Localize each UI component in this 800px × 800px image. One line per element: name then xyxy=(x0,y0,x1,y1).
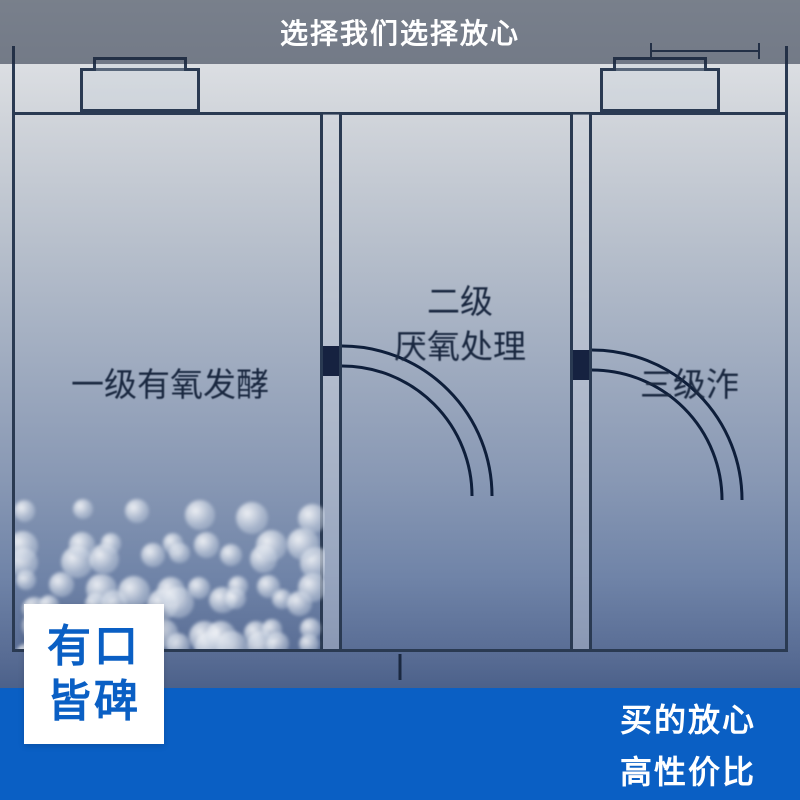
diagram-container: 选择我们选择放心 一级有氧发酵 二级 厌氧处理 三级泎 有口 皆碑 xyxy=(0,0,800,800)
sediment-bubble xyxy=(125,499,149,523)
sediment-bubble xyxy=(300,618,321,639)
sediment-bubble xyxy=(256,530,287,561)
chamber-label-2: 二级 厌氧处理 xyxy=(360,280,560,369)
manhole-right xyxy=(600,68,720,112)
sediment-bubble xyxy=(236,502,268,534)
sediment-bubble xyxy=(73,499,93,519)
manhole-left xyxy=(80,68,200,112)
sediment-bubble xyxy=(69,532,95,558)
bottom-text-2: 高性价比 xyxy=(620,747,756,793)
chamber-label-3: 三级泎 xyxy=(640,358,780,406)
partition-wall-2 xyxy=(570,114,592,649)
sediment-bubble xyxy=(185,500,215,530)
sediment-bubble xyxy=(163,533,184,554)
sediment-bubble xyxy=(101,533,122,554)
sediment-bubble xyxy=(157,577,185,605)
badge-line-1: 有口 xyxy=(47,619,141,674)
sediment-bubble xyxy=(287,528,319,560)
bottom-center-mark xyxy=(399,654,402,680)
sediment-bubble xyxy=(188,577,210,599)
sediment-bubble xyxy=(220,544,242,566)
sediment-bubble xyxy=(228,576,248,596)
sediment-bubble xyxy=(194,532,220,558)
partition-opening-2 xyxy=(573,350,589,380)
tank-top-line xyxy=(12,112,788,115)
partition-opening-1 xyxy=(323,346,339,376)
chamber-label-1: 一级有氧发酵 xyxy=(40,358,300,406)
top-banner-text: 选择我们选择放心 xyxy=(280,12,520,52)
sediment-bubble xyxy=(298,504,325,533)
sediment-bubble xyxy=(86,574,116,604)
sediment-bubble xyxy=(262,619,282,639)
bottom-text-1: 买的放心 xyxy=(620,695,756,741)
sediment-bubble xyxy=(206,621,236,649)
bottom-banner-right: 买的放心 高性价比 xyxy=(620,695,756,793)
badge-line-2: 皆碑 xyxy=(47,674,141,729)
sediment-bubble xyxy=(118,576,150,608)
corner-badge: 有口 皆碑 xyxy=(24,604,164,744)
sediment-bubble xyxy=(15,500,35,522)
top-banner: 选择我们选择放心 xyxy=(0,0,800,64)
sediment-bubble xyxy=(141,543,165,567)
